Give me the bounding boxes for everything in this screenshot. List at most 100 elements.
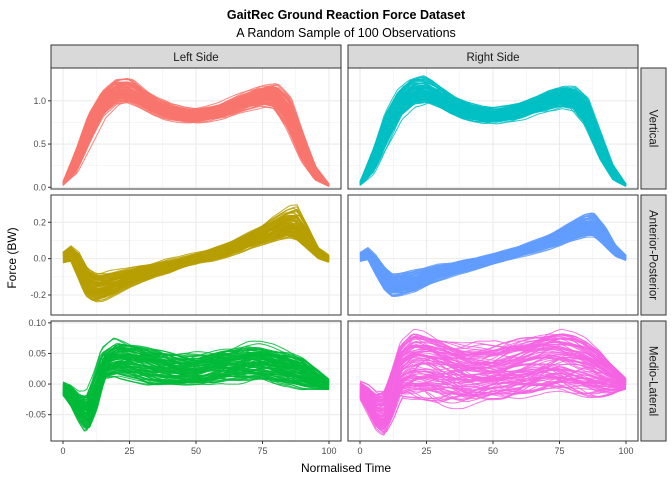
series-line [62, 83, 330, 186]
y-tick-label: 0.10 [28, 318, 46, 328]
series-line [359, 96, 627, 187]
panel-border [50, 67, 342, 190]
x-tick-label: 50 [191, 446, 201, 456]
y-tick-label: 0.0 [33, 254, 46, 264]
strip-vertical: Vertical [640, 67, 667, 190]
panel-anterior-posterior-left-side: -0.2 0.0 0.2 [30, 194, 342, 316]
strip-label: Vertical [647, 110, 659, 148]
y-axis: 0.0 0.5 1.0 [33, 96, 51, 192]
series-line [62, 349, 330, 414]
y-axis: -0.2 0.0 0.2 [30, 217, 51, 300]
series-line [62, 225, 330, 291]
x-tick-label: 0 [357, 446, 362, 456]
panels-layer: Left Side Right Side Vertical Anterior-Post… [25, 44, 667, 456]
x-tick-label: 75 [554, 446, 564, 456]
series-line [359, 356, 627, 415]
x-tick-label: 75 [257, 446, 267, 456]
panel-border [347, 67, 639, 190]
y-axis: -0.05 0.00 0.05 0.10 [25, 318, 51, 420]
panel-medio-lateral-left-side: -0.05 0.00 0.05 0.10 0 25 50 75 100 [25, 318, 342, 456]
series-line [62, 232, 330, 295]
series-line [359, 216, 627, 278]
series-line [359, 358, 627, 418]
series-line [359, 328, 627, 396]
series-line [359, 234, 627, 292]
x-tick-label: 25 [421, 446, 431, 456]
series-line [359, 81, 627, 185]
series-line [62, 81, 330, 185]
y-tick-label: -0.05 [25, 410, 46, 420]
series-curves [359, 75, 627, 187]
x-tick-label: 50 [488, 446, 498, 456]
series-line [359, 98, 627, 187]
series-line [359, 93, 627, 187]
series-line [62, 222, 330, 283]
series-line [62, 228, 330, 292]
series-line [359, 340, 627, 409]
series-line [359, 384, 627, 433]
strip-right-side: Right Side [347, 44, 639, 69]
series-line [359, 216, 627, 278]
y-tick-label: 0.5 [33, 139, 46, 149]
series-line [359, 350, 627, 411]
y-tick-label: 1.0 [33, 96, 46, 106]
series-line [62, 348, 330, 401]
series-curves [62, 77, 330, 187]
x-tick-label: 25 [124, 446, 134, 456]
series-line [62, 344, 330, 398]
x-tick-label: 100 [321, 446, 336, 456]
series-line [359, 79, 627, 185]
strip-background [640, 320, 667, 442]
x-tick-label: 100 [618, 446, 633, 456]
series-line [62, 216, 330, 281]
series-curves [62, 337, 330, 432]
series-line [359, 340, 627, 401]
series-line [62, 369, 330, 430]
strip-background [640, 194, 667, 316]
series-line [359, 102, 627, 187]
chart-subtitle: A Random Sample of 100 Observations [236, 26, 456, 40]
strip-label: Anterior-Posterior [647, 210, 659, 300]
series-line [359, 222, 627, 282]
panel-border [347, 194, 639, 316]
y-tick-label: -0.2 [30, 290, 46, 300]
series-line [62, 214, 330, 279]
series-line [359, 91, 627, 187]
series-line [62, 347, 330, 399]
series-line [62, 338, 330, 392]
strip-label: Left Side [173, 52, 218, 64]
series-line [62, 357, 330, 412]
series-curves [359, 328, 627, 436]
series-line [62, 366, 330, 421]
strip-anterior-posterior: Anterior-Posterior [640, 194, 667, 316]
series-line [359, 228, 627, 289]
x-axis: 0 25 50 75 100 [357, 441, 634, 456]
series-line [62, 83, 330, 185]
series-line [359, 376, 627, 427]
series-line [359, 233, 627, 293]
strip-label: Medio-Lateral [647, 346, 659, 416]
strip-background [640, 67, 667, 190]
strip-label: Right Side [466, 52, 519, 64]
y-axis-label: Force (BW) [5, 227, 19, 288]
series-line [359, 350, 627, 413]
panel-vertical-left-side: 0.0 0.5 1.0 [33, 67, 342, 192]
chart-title: GaitRec Ground Reaction Force Dataset [227, 8, 466, 22]
series-line [359, 366, 627, 423]
series-line [62, 88, 330, 186]
series-line [359, 364, 627, 429]
y-tick-label: 0.00 [28, 379, 46, 389]
x-tick-label: 0 [60, 446, 65, 456]
y-tick-label: 0.0 [33, 182, 46, 192]
x-axis: 0 25 50 75 100 [60, 441, 337, 456]
y-tick-label: 0.2 [33, 217, 46, 227]
strip-left-side: Left Side [50, 44, 342, 69]
panel-medio-lateral-right-side: 0 25 50 75 100 [347, 320, 639, 456]
y-tick-label: 0.05 [28, 348, 46, 358]
panel-border [50, 194, 342, 316]
series-curves [359, 212, 627, 298]
strip-medio-lateral: Medio-Lateral [640, 320, 667, 442]
series-line [359, 370, 627, 426]
series-curves [62, 204, 330, 303]
